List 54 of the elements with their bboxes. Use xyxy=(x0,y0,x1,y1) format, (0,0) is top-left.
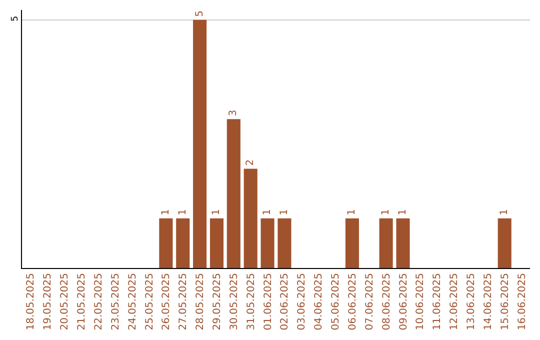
x-tick-label: 09.06.2025 xyxy=(398,273,410,330)
x-tick-label: 16.06.2025 xyxy=(516,273,528,330)
x-tick-label: 26.05.2025 xyxy=(161,273,172,330)
x-tick-label: 10.06.2025 xyxy=(415,273,426,330)
x-tick-label: 28.05.2025 xyxy=(195,273,206,330)
bar xyxy=(159,218,173,268)
x-tick-label: 21.05.2025 xyxy=(76,273,88,330)
bar xyxy=(345,218,359,268)
x-tick-label: 14.06.2025 xyxy=(482,273,494,330)
data-label: 3 xyxy=(228,110,240,116)
x-tick-label: 31.05.2025 xyxy=(246,273,257,330)
x-tick-label: 11.06.2025 xyxy=(432,273,444,330)
data-label: 1 xyxy=(499,209,510,216)
data-label: 2 xyxy=(245,159,256,166)
x-tick-label: 23.05.2025 xyxy=(110,273,122,330)
bar xyxy=(278,218,292,268)
x-tick-label: 18.05.2025 xyxy=(26,273,37,330)
x-tick-label: 07.06.2025 xyxy=(364,273,376,330)
bar xyxy=(210,218,224,268)
x-tick-label: 22.05.2025 xyxy=(93,273,104,330)
bar xyxy=(379,218,393,268)
data-label: 1 xyxy=(177,209,188,216)
data-label: 1 xyxy=(211,209,222,216)
x-tick-label: 24.05.2025 xyxy=(127,273,138,330)
bar xyxy=(193,20,207,268)
data-label: 1 xyxy=(346,209,358,216)
x-tick-label: 06.06.2025 xyxy=(347,273,358,330)
data-label: 1 xyxy=(160,209,172,216)
x-tick-label: 04.06.2025 xyxy=(314,273,325,330)
data-label: 1 xyxy=(398,209,408,216)
bar xyxy=(226,119,240,268)
x-tick-label: 03.06.2025 xyxy=(296,273,308,330)
x-tick-label: 12.06.2025 xyxy=(449,273,460,330)
bar xyxy=(498,218,512,268)
x-tick-label: 19.05.2025 xyxy=(42,273,54,330)
x-tick-label: 25.05.2025 xyxy=(144,273,156,330)
x-tick-label: 01.06.2025 xyxy=(262,273,274,330)
x-tick-label: 20.05.2025 xyxy=(60,273,71,330)
bar xyxy=(260,218,274,268)
x-tick-label: 27.05.2025 xyxy=(178,273,190,330)
bar xyxy=(176,218,190,268)
data-label: 5 xyxy=(194,10,206,17)
data-label: 1 xyxy=(262,209,274,216)
x-tick-label: 30.05.2025 xyxy=(228,273,240,330)
x-tick-label: 13.06.2025 xyxy=(466,273,477,330)
data-label: 1 xyxy=(380,209,392,216)
x-tick-label: 02.06.2025 xyxy=(280,273,291,330)
bar xyxy=(244,168,258,268)
data-label: 1 xyxy=(278,209,290,216)
x-tick-label: 05.06.2025 xyxy=(330,273,342,330)
x-tick-label: 08.06.2025 xyxy=(381,273,392,330)
x-tick-label: 15.06.2025 xyxy=(500,273,511,330)
bar xyxy=(396,218,410,268)
x-tick-label: 29.05.2025 xyxy=(212,273,223,330)
